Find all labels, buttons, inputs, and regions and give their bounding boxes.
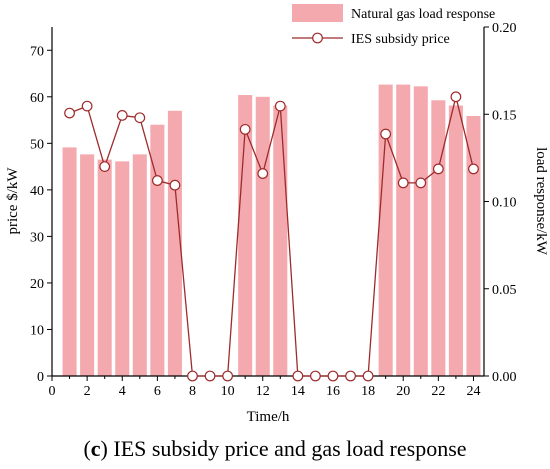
legend-bar-swatch xyxy=(292,4,343,22)
price-point xyxy=(169,179,181,191)
bar xyxy=(448,105,463,376)
bar xyxy=(97,159,112,376)
y-axis-right-title: load response/kW xyxy=(533,147,549,256)
bar xyxy=(132,154,147,376)
x-tick-label: 18 xyxy=(361,384,375,399)
price-point xyxy=(116,110,128,121)
legend-line-marker xyxy=(312,32,323,44)
line-series xyxy=(64,91,479,382)
bar xyxy=(115,161,130,376)
x-tick-label: 20 xyxy=(396,384,410,399)
x-tick-label: 2 xyxy=(84,384,91,399)
x-tick-label: 6 xyxy=(154,384,161,399)
bar xyxy=(80,154,95,376)
y-left-tick-label: 30 xyxy=(30,230,44,245)
price-point xyxy=(380,128,392,140)
price-point xyxy=(292,370,304,382)
y-left-tick-label: 60 xyxy=(30,91,44,106)
caption-tag: c xyxy=(91,436,101,461)
price-point xyxy=(397,177,409,189)
price-point xyxy=(415,177,427,189)
x-tick-label: 24 xyxy=(466,384,480,399)
bar xyxy=(62,147,77,376)
x-axis-title: Time/h xyxy=(247,409,290,425)
tick-labels: 0 2 4 6 8 10 12 14 16 18 20 22 240102030405060700.00… xyxy=(30,21,517,399)
x-tick-label: 22 xyxy=(431,384,445,399)
price-line xyxy=(69,96,475,377)
bar xyxy=(378,84,393,376)
bar xyxy=(150,124,165,376)
price-point xyxy=(257,168,269,179)
figure-caption: (c) IES subsidy price and gas load respo… xyxy=(83,436,466,461)
y-left-tick-label: 50 xyxy=(30,137,44,152)
y-left-tick-label: 20 xyxy=(30,277,44,292)
price-point xyxy=(134,112,146,124)
y-right-tick-label: 0.15 xyxy=(492,108,517,123)
y-right-tick-label: 0.20 xyxy=(492,21,517,36)
y-right-tick-label: 0.05 xyxy=(492,283,517,298)
bar-series xyxy=(62,84,481,377)
bar xyxy=(167,110,182,376)
y-left-tick-label: 70 xyxy=(30,44,44,59)
bar xyxy=(466,116,481,376)
price-point xyxy=(222,370,234,382)
price-point xyxy=(64,107,75,119)
x-tick-label: 4 xyxy=(119,384,126,399)
bar xyxy=(431,100,446,376)
price-point xyxy=(345,370,356,382)
bar xyxy=(413,86,428,376)
y-left-tick-label: 10 xyxy=(30,323,44,338)
x-tick-label: 0 xyxy=(49,384,56,399)
x-tick-label: 8 xyxy=(189,384,196,399)
bar xyxy=(255,96,270,377)
y-left-tick-label: 40 xyxy=(30,184,44,199)
caption-text: IES subsidy price and gas load response xyxy=(113,436,466,461)
price-point xyxy=(327,370,339,382)
x-tick-label: 16 xyxy=(326,384,340,399)
y-right-tick-label: 0.00 xyxy=(492,370,517,385)
legend-line-label: IES subsidy price xyxy=(351,32,450,47)
bar xyxy=(273,105,288,376)
legend: Natural gas load response IES subsidy pr… xyxy=(292,4,495,47)
price-point xyxy=(187,370,198,382)
y-axis-left-title: price $/kW xyxy=(5,167,21,235)
price-point xyxy=(362,370,374,382)
bar xyxy=(396,84,411,376)
price-point xyxy=(432,163,444,175)
x-tick-label: 12 xyxy=(256,384,270,399)
price-point xyxy=(204,370,216,382)
y-right-tick-label: 0.10 xyxy=(492,196,517,211)
price-point xyxy=(310,370,321,382)
x-tick-label: 10 xyxy=(221,384,235,399)
price-point xyxy=(99,161,111,173)
x-tick-label: 14 xyxy=(291,384,305,399)
y-left-tick-label: 0 xyxy=(37,370,44,385)
price-point xyxy=(468,163,479,175)
price-point xyxy=(239,123,251,135)
price-point xyxy=(450,91,462,103)
price-point xyxy=(274,100,286,112)
price-point xyxy=(151,175,163,186)
legend-bar-label: Natural gas load response xyxy=(351,7,495,22)
bar xyxy=(238,95,253,376)
price-point xyxy=(81,100,93,112)
